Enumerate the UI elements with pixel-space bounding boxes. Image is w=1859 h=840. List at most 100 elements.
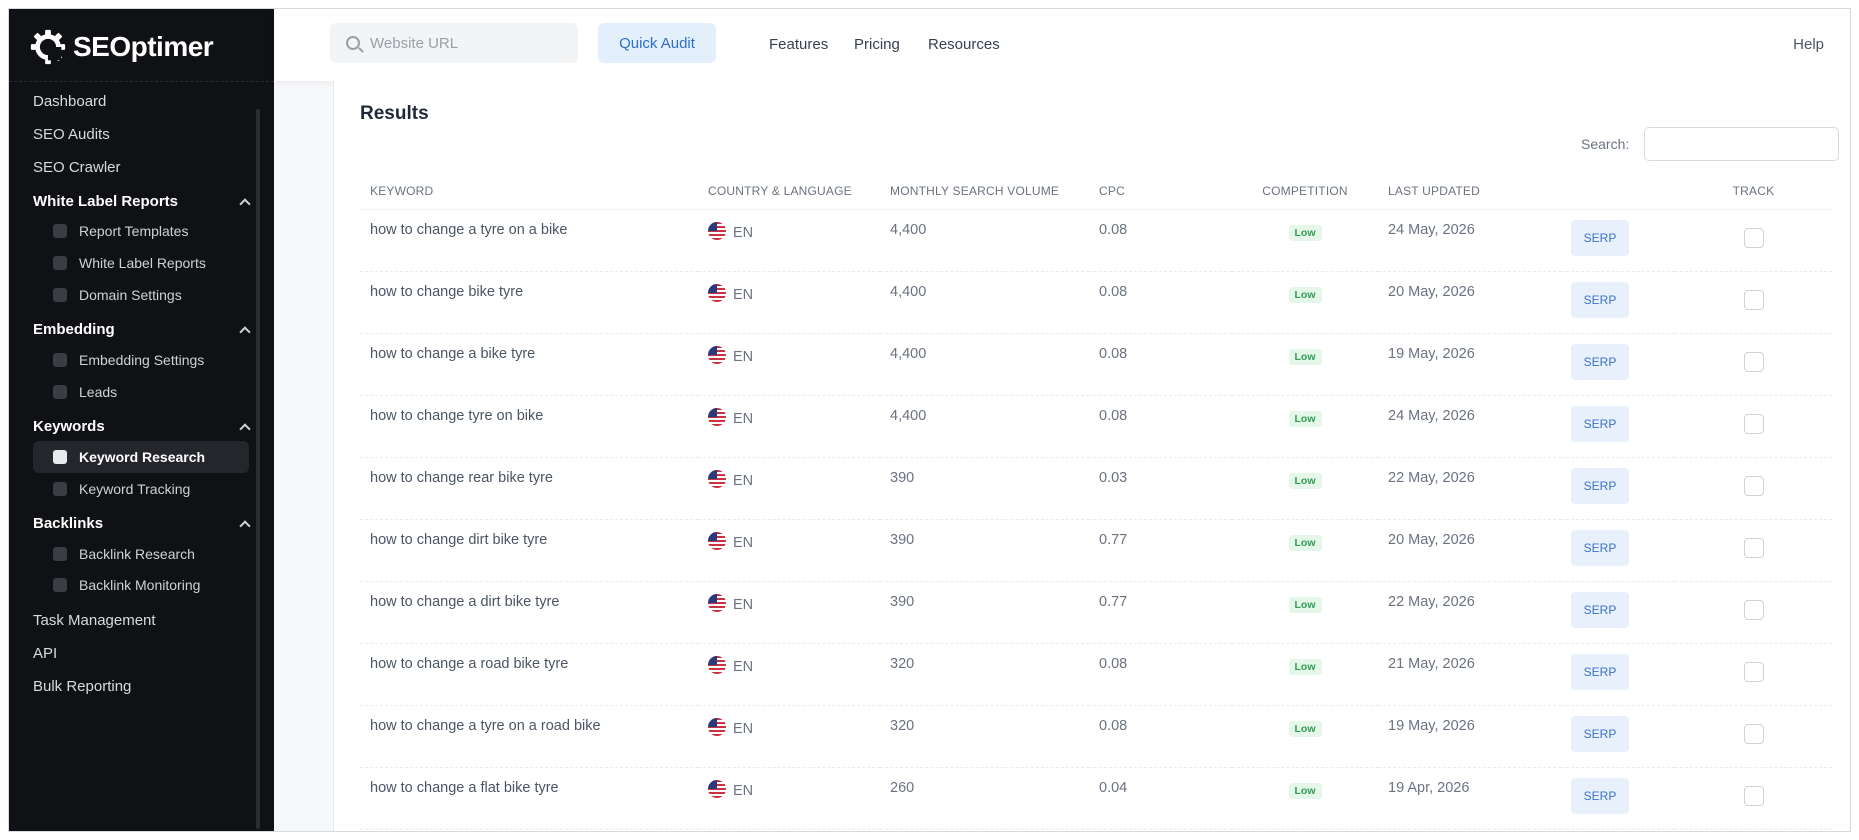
help-link[interactable]: Help (1793, 36, 1824, 53)
keyword-cell: how to change a flat bike tyre (360, 767, 698, 830)
track-cell (1675, 395, 1832, 458)
section-embedding[interactable]: Embedding (33, 321, 251, 338)
keyword-cell: how to change bike tyre (360, 271, 698, 334)
chevron-up-icon (239, 519, 251, 532)
sidebar-item-label: Report Templates (79, 223, 189, 239)
last-updated-cell: 24 May, 2026 (1378, 209, 1561, 272)
last-updated-cell: 22 May, 2026 (1378, 581, 1561, 644)
us-flag-icon (708, 283, 726, 302)
column-header-cpc[interactable]: CPC (1089, 173, 1232, 210)
website-url-input[interactable] (370, 34, 550, 52)
section-backlinks[interactable]: Backlinks (33, 515, 251, 532)
sidebar-item-domain-settings[interactable]: Domain Settings (33, 279, 249, 311)
sidebar-item-dashboard[interactable]: Dashboard (33, 93, 107, 110)
cpc-cell: 0.08 (1089, 395, 1232, 458)
serp-button[interactable]: SERP (1571, 281, 1629, 318)
table-search-input[interactable] (1644, 127, 1839, 161)
table-row: how to change bike tyre EN 4,400 0.08 Low 20 … (360, 271, 1832, 334)
track-cell (1675, 705, 1832, 768)
track-cell (1675, 519, 1832, 582)
us-flag-icon (708, 531, 726, 550)
track-checkbox[interactable] (1743, 723, 1764, 744)
sidebar-item-bulk-reporting[interactable]: Bulk Reporting (33, 678, 132, 695)
sidebar-item-seo-audits[interactable]: SEO Audits (33, 126, 110, 143)
table-row: how to change a dirt bike tyre EN 390 0.77 L… (360, 581, 1832, 644)
serp-button[interactable]: SERP (1571, 219, 1629, 256)
website-url-search[interactable] (330, 23, 578, 63)
search-volume-cell: 4,400 (880, 333, 1089, 396)
nav-link-resources[interactable]: Resources (928, 36, 1000, 53)
track-checkbox[interactable] (1743, 289, 1764, 310)
serp-button[interactable]: SERP (1571, 777, 1629, 814)
track-checkbox[interactable] (1743, 537, 1764, 558)
search-volume-cell: 320 (880, 643, 1089, 706)
chevron-up-icon (239, 197, 251, 210)
serp-button[interactable]: SERP (1571, 529, 1629, 566)
sidebar-item-report-templates[interactable]: Report Templates (33, 215, 249, 247)
serp-button[interactable]: SERP (1571, 715, 1629, 752)
competition-badge: Low (1288, 348, 1322, 365)
quick-audit-button[interactable]: Quick Audit (598, 23, 716, 63)
serp-cell: SERP (1561, 457, 1675, 520)
serp-button[interactable]: SERP (1571, 343, 1629, 380)
sidebar-item-label: Embedding Settings (79, 352, 205, 368)
country-language-cell: EN (698, 767, 880, 830)
column-header-monthly-search-volume[interactable]: MONTHLY SEARCH VOLUME (880, 173, 1089, 210)
table-row: how to change tyre on bike EN 4,400 0.08 Low… (360, 395, 1832, 458)
sidebar-scrollbar[interactable] (256, 109, 260, 829)
track-checkbox[interactable] (1743, 475, 1764, 496)
serp-cell: SERP (1561, 333, 1675, 396)
sidebar: SEOptimer Dashboard SEO Audits SEO Crawl… (9, 9, 274, 831)
competition-badge: Low (1288, 782, 1322, 799)
language-code: EN (733, 472, 754, 489)
track-checkbox[interactable] (1743, 599, 1764, 620)
track-checkbox[interactable] (1743, 227, 1764, 248)
sidebar-item-task-management[interactable]: Task Management (33, 612, 156, 629)
track-checkbox[interactable] (1743, 661, 1764, 682)
sidebar-item-api[interactable]: API (33, 645, 58, 662)
column-header-track[interactable]: TRACK (1675, 173, 1832, 210)
sidebar-item-embedding-settings[interactable]: Embedding Settings (33, 344, 249, 376)
competition-badge: Low (1288, 720, 1322, 737)
serp-cell: SERP (1561, 209, 1675, 272)
sidebar-item-white-label-reports[interactable]: White Label Reports (33, 247, 249, 279)
competition-cell: Low (1232, 519, 1378, 582)
serp-button[interactable]: SERP (1571, 591, 1629, 628)
column-header-keyword[interactable]: KEYWORD (360, 173, 698, 210)
column-header-competition[interactable]: COMPETITION (1232, 173, 1378, 210)
track-cell (1675, 209, 1832, 272)
track-checkbox[interactable] (1743, 413, 1764, 434)
sidebar-item-seo-crawler[interactable]: SEO Crawler (33, 159, 121, 176)
top-header: Quick Audit Features Pricing Resources H… (274, 9, 1850, 81)
cpc-cell: 0.08 (1089, 209, 1232, 272)
logo[interactable]: SEOptimer (29, 23, 214, 71)
column-header-last-updated[interactable]: LAST UPDATED (1378, 173, 1561, 210)
serp-button[interactable]: SERP (1571, 653, 1629, 690)
column-header-country-language[interactable]: COUNTRY & LANGUAGE (698, 173, 880, 210)
section-white-label-reports[interactable]: White Label Reports (33, 193, 251, 210)
nav-link-features[interactable]: Features (769, 36, 829, 53)
section-keywords[interactable]: Keywords (33, 418, 251, 435)
sidebar-item-keyword-tracking[interactable]: Keyword Tracking (33, 473, 249, 505)
search-volume-cell: 320 (880, 705, 1089, 768)
serp-button[interactable]: SERP (1571, 405, 1629, 442)
sidebar-item-backlink-research[interactable]: Backlink Research (33, 538, 249, 570)
leads-icon (53, 385, 67, 399)
table-row: how to change a tyre on a bike EN 4,400 0.0… (360, 209, 1832, 272)
nav-link-pricing[interactable]: Pricing (854, 36, 900, 53)
competition-cell: Low (1232, 457, 1378, 520)
track-checkbox[interactable] (1743, 785, 1764, 806)
track-checkbox[interactable] (1743, 351, 1764, 372)
search-volume-cell: 4,400 (880, 271, 1089, 334)
sidebar-item-backlink-monitoring[interactable]: Backlink Monitoring (33, 569, 249, 601)
serp-cell: SERP (1561, 271, 1675, 334)
section-label: Backlinks (33, 515, 104, 532)
last-updated-cell: 19 Apr, 2026 (1378, 767, 1561, 830)
chevron-up-icon (239, 325, 251, 338)
sidebar-item-label: Backlink Monitoring (79, 577, 201, 593)
sidebar-item-keyword-research[interactable]: Keyword Research (33, 441, 249, 473)
track-cell (1675, 333, 1832, 396)
search-volume-cell: 390 (880, 519, 1089, 582)
sidebar-item-leads[interactable]: Leads (33, 376, 249, 408)
serp-button[interactable]: SERP (1571, 467, 1629, 504)
